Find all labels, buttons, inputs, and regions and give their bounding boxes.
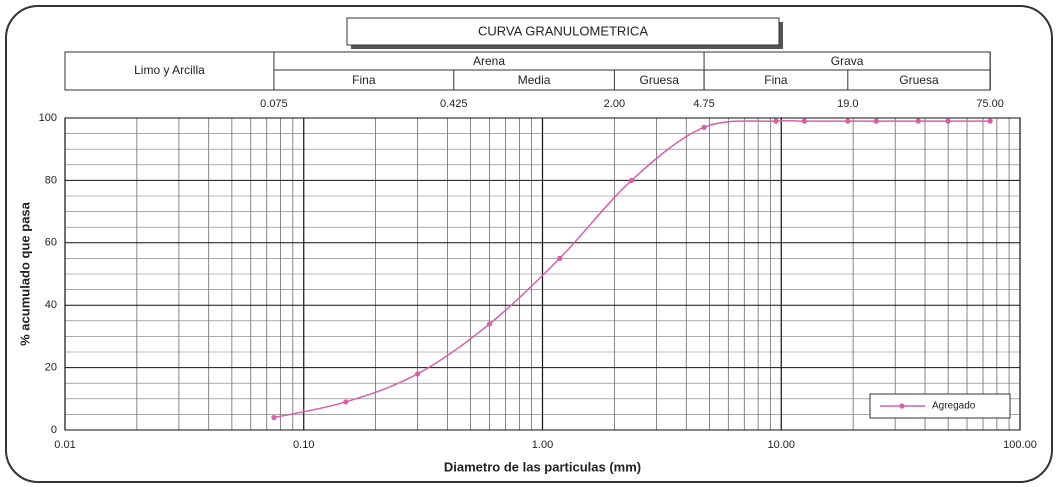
y-tick-label: 100: [39, 112, 57, 124]
data-point: [945, 118, 951, 124]
frame: [5, 5, 1053, 483]
chart-title: CURVA GRANULOMETRICA: [478, 23, 648, 38]
data-point: [486, 321, 493, 327]
y-tick-label: 40: [45, 299, 57, 311]
data-point: [801, 118, 807, 124]
y-axis-label: % acumulado que pasa: [17, 201, 32, 346]
sieve-label: 4.75: [693, 98, 714, 110]
legend-label: Agregado: [932, 401, 976, 412]
x-tick-label: 0.01: [54, 439, 75, 451]
data-point: [271, 414, 277, 421]
data-point: [628, 177, 635, 183]
data-point: [343, 399, 349, 405]
class-part-label: Fina: [352, 73, 376, 87]
data-point: [915, 118, 921, 124]
legend-swatch-point: [899, 403, 905, 409]
x-tick-label: 1.00: [532, 439, 553, 451]
data-point: [845, 118, 851, 124]
data-point: [415, 371, 421, 377]
y-tick-label: 0: [51, 424, 57, 436]
class-label: Limo y Arcilla: [134, 63, 205, 77]
sieve-label: 19.0: [837, 98, 858, 110]
title-box: [346, 17, 780, 46]
data-point: [987, 118, 993, 124]
class-part-label: Media: [518, 73, 551, 87]
class-part-label: Gruesa: [640, 73, 680, 87]
y-tick-label: 20: [45, 362, 57, 374]
y-tick-label: 80: [45, 174, 57, 186]
class-part-label: Fina: [764, 73, 788, 87]
x-tick-label: 0.10: [293, 439, 314, 451]
data-point: [773, 118, 779, 124]
x-tick-label: 100.00: [1003, 439, 1037, 451]
sieve-label: 0.075: [260, 98, 288, 110]
x-axis-label: Diametro de las particulas (mm): [444, 459, 641, 474]
data-point: [557, 255, 563, 261]
x-tick-label: 10.00: [767, 439, 795, 451]
sieve-label: 2.00: [604, 98, 625, 110]
class-part-label: Gruesa: [899, 73, 939, 87]
class-label: Grava: [831, 54, 864, 68]
y-tick-label: 60: [45, 237, 57, 249]
class-table: [64, 51, 991, 91]
sieve-label: 75.00: [976, 98, 1004, 110]
sieve-label: 0.425: [440, 98, 468, 110]
data-point: [701, 124, 707, 130]
class-label: Arena: [473, 54, 505, 68]
data-point: [873, 118, 879, 124]
